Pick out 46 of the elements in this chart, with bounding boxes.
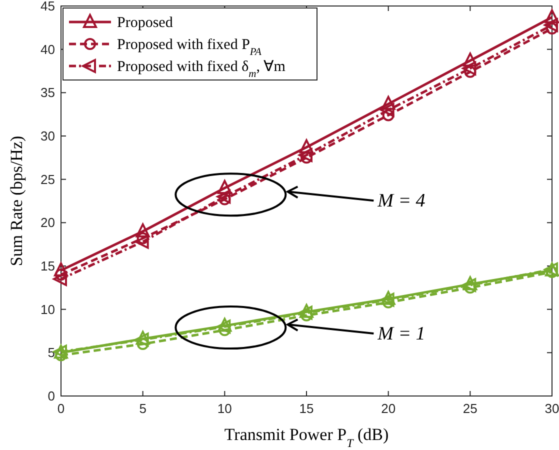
point: [218, 180, 232, 194]
point: [136, 232, 149, 244]
point: [462, 61, 476, 76]
x-tick-label: 0: [57, 401, 65, 416]
point: [545, 9, 559, 24]
point: [544, 18, 558, 32]
point: [381, 96, 396, 110]
point: [54, 262, 68, 276]
point: [464, 66, 476, 78]
point: [298, 148, 312, 162]
legend-label: Proposed with fixed δ$_{m}$, ∀m: [117, 59, 286, 80]
y-tick-label: 5: [48, 345, 55, 360]
y-tick-label: 10: [40, 302, 55, 317]
point: [380, 103, 394, 117]
y-tick-label: 25: [40, 172, 55, 187]
annotation: M = 1: [376, 324, 426, 345]
legend-label: Proposed with fixed P$_{PA}$: [117, 37, 262, 58]
y-tick-label: 20: [40, 215, 55, 230]
y-tick-label: 30: [40, 128, 55, 144]
point: [136, 338, 149, 350]
x-tick-label: 20: [381, 401, 396, 416]
point: [463, 52, 478, 67]
point: [216, 190, 231, 204]
point: [134, 234, 149, 249]
x-axis-title: Transmit Power P$_{T}$ (dB): [224, 425, 389, 450]
point: [136, 223, 150, 238]
x-tick-label: 5: [139, 401, 146, 416]
y-tick-label: 0: [48, 388, 55, 404]
x-tick-label: 15: [299, 401, 314, 416]
y-axis-title: Sum Rate (bps/Hz): [7, 136, 26, 266]
point: [300, 139, 314, 154]
y-tick-label: 45: [40, 0, 55, 14]
x-tick-label: 10: [217, 401, 232, 416]
x-tick-label: 25: [462, 401, 478, 416]
point: [300, 152, 312, 164]
point: [53, 272, 67, 286]
y-tick-label: 40: [40, 42, 55, 57]
point: [218, 324, 231, 336]
x-tick-label: 30: [544, 401, 559, 416]
y-tick-label: 35: [40, 85, 55, 100]
y-tick-label: 15: [40, 258, 55, 274]
point: [218, 193, 231, 206]
point: [382, 296, 394, 308]
annotation: M = 4: [376, 190, 426, 212]
legend-label: Proposed: [117, 15, 174, 31]
point: [546, 22, 558, 35]
